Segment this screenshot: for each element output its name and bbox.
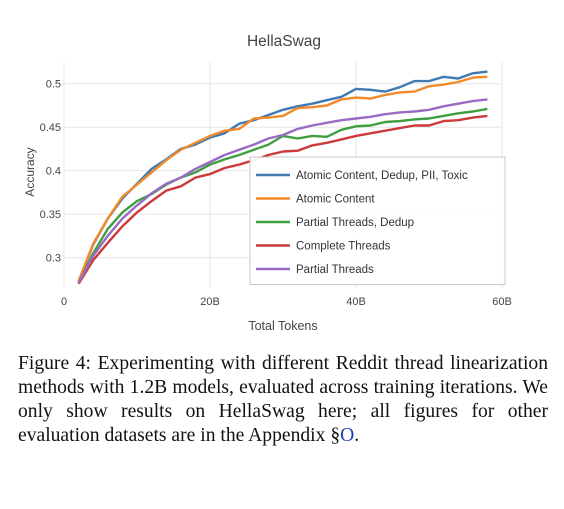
- x-tick-label: 40B: [346, 296, 366, 308]
- x-axis-label: Total Tokens: [248, 319, 317, 333]
- legend-entry-label: Atomic Content: [296, 194, 375, 206]
- y-tick-label: 0.4: [46, 166, 61, 178]
- x-tick-label: 20B: [200, 296, 220, 308]
- y-tick-label: 0.45: [40, 122, 61, 134]
- caption-text: Figure 4: Experimenting with different R…: [18, 353, 548, 446]
- x-tick-label: 0: [61, 296, 67, 308]
- caption-end: .: [354, 425, 359, 446]
- legend-entry-label: Complete Threads: [296, 241, 391, 253]
- chart: 0 20B 40B 60B 0.3 0.35 0.4 0.45 0.5 Atomic Conte…: [0, 0, 564, 345]
- y-tick-label: 0.5: [46, 79, 61, 91]
- chart-title: HellaSwag: [247, 33, 321, 50]
- legend-entry-label: Partial Threads: [296, 264, 374, 276]
- y-tick-label: 0.35: [40, 209, 61, 221]
- legend-entry-label: Partial Threads, Dedup: [296, 217, 414, 229]
- appendix-reference-link[interactable]: O: [340, 425, 354, 446]
- legend: Atomic Content, Dedup, PII, Toxic Atomic …: [250, 157, 505, 285]
- y-axis-label: Accuracy: [23, 147, 37, 196]
- legend-entry-label: Atomic Content, Dedup, PII, Toxic: [296, 170, 468, 182]
- x-tick-label: 60B: [492, 296, 512, 308]
- y-tick-label: 0.3: [46, 253, 61, 265]
- figure-caption: Figure 4: Experimenting with different R…: [18, 352, 548, 448]
